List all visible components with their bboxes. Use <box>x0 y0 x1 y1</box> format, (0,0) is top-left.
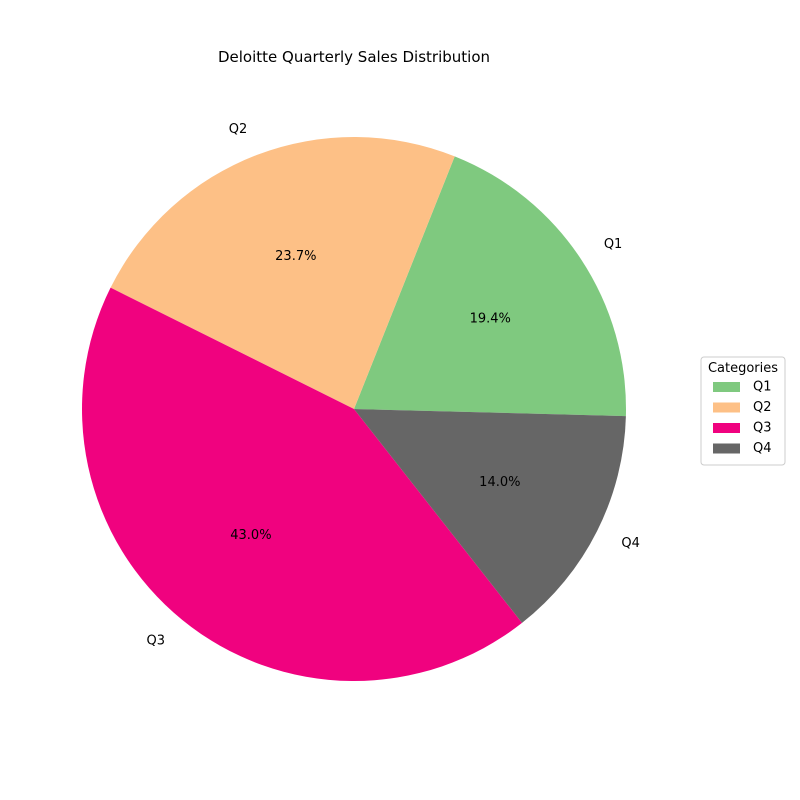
legend-swatch-q3 <box>713 423 740 433</box>
legend-label-q3: Q3 <box>753 421 772 436</box>
pie-slice-q2 <box>110 137 455 409</box>
pie-slice-q3 <box>82 287 523 681</box>
legend-swatch-q4 <box>713 443 740 454</box>
slice-label-q1: Q1 <box>604 237 623 252</box>
percent-label-q4: 14.0% <box>479 475 520 490</box>
legend-swatch-q2 <box>713 402 740 413</box>
percent-label-q3: 43.0% <box>230 528 271 543</box>
slice-label-q2: Q2 <box>229 122 248 137</box>
slice-label-q4: Q4 <box>621 536 640 551</box>
legend-label-q4: Q4 <box>753 441 772 456</box>
legend-items: Q1 Q2 Q3 Q4 <box>713 380 772 456</box>
legend: Categories Q1 Q2 Q3 Q4 <box>700 356 786 466</box>
slice-label-q3: Q3 <box>146 633 165 648</box>
legend-label-q2: Q2 <box>753 400 772 415</box>
legend-swatch-q1 <box>713 382 740 392</box>
percent-label-q2: 23.7% <box>275 249 316 264</box>
pie-slice-q4 <box>354 409 626 623</box>
chart-title: Deloitte Quarterly Sales Distribution <box>218 48 490 66</box>
pie-labels: Q1 19.4% Q2 23.7% Q3 43.0% Q4 14.0% <box>146 122 639 648</box>
legend-label-q1: Q1 <box>753 380 772 395</box>
pie-slice-q1 <box>354 156 626 417</box>
pie-slices <box>82 137 626 681</box>
percent-label-q1: 19.4% <box>470 312 511 327</box>
legend-title: Categories <box>708 361 778 376</box>
